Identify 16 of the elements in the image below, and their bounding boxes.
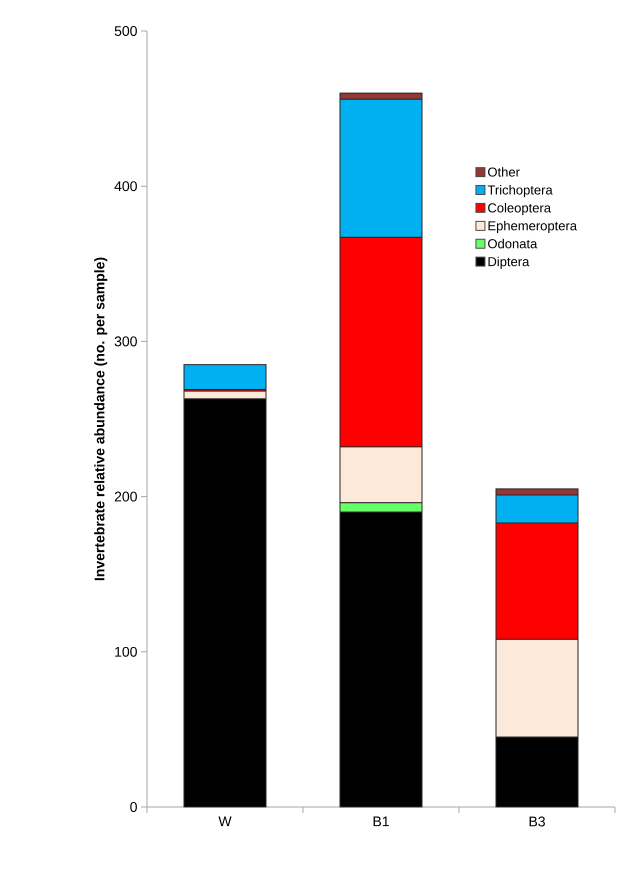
- y-tick-label: 200: [114, 492, 137, 502]
- y-axis-title: Invertebrate relative abundance (no. per sample): [94, 258, 108, 580]
- legend-label: Diptera: [488, 256, 530, 269]
- y-tick-label: 300: [114, 336, 137, 346]
- x-tick-label: B3: [530, 816, 545, 826]
- legend-label: Coleoptera: [488, 202, 552, 216]
- legend-label: Odonata: [488, 238, 538, 248]
- x-tick-label: W: [218, 816, 232, 826]
- legend-label: Trichoptera: [488, 185, 553, 198]
- y-tick-label: 100: [115, 646, 137, 657]
- y-tick-label: 400: [114, 181, 137, 192]
- legend-label: Other: [488, 167, 520, 177]
- y-tick-label: 500: [114, 26, 137, 36]
- y-tick-label: 0: [130, 802, 137, 812]
- legend-label: Ephemeroptera: [488, 220, 578, 233]
- x-tick-label: B1: [374, 816, 389, 826]
